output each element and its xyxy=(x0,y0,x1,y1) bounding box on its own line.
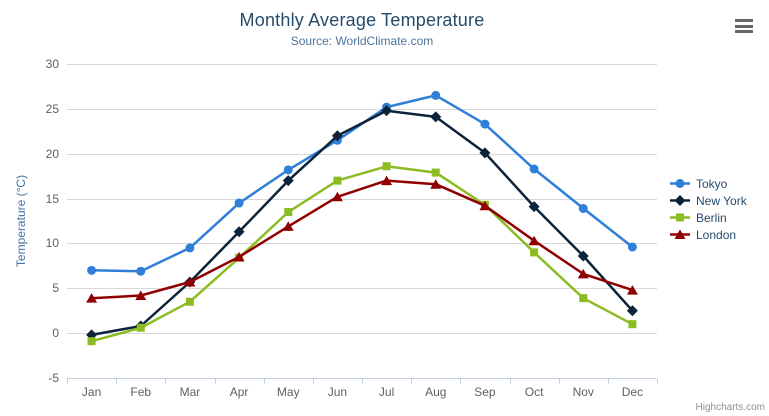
legend-marker-square-icon xyxy=(670,213,690,222)
x-axis-tick-label: Jan xyxy=(82,385,101,399)
data-point-new-york-aug[interactable] xyxy=(430,111,442,123)
legend-label: Berlin xyxy=(696,210,727,225)
highcharts-credit-link[interactable]: Highcharts.com xyxy=(695,402,765,413)
series-line-new-york xyxy=(90,109,634,337)
hamburger-bar-icon xyxy=(735,24,753,28)
data-point-new-york-dec[interactable] xyxy=(626,305,638,317)
data-point-berlin-nov[interactable] xyxy=(579,294,588,303)
x-axis-tick-label: Dec xyxy=(622,385,643,399)
chart-title: Monthly Average Temperature xyxy=(239,10,485,30)
y-axis-tick-label: 0 xyxy=(52,326,59,340)
legend-label: Tokyo xyxy=(696,176,728,191)
data-point-tokyo-dec[interactable] xyxy=(627,242,637,252)
legend-item-tokyo[interactable]: Tokyo xyxy=(669,175,747,192)
x-axis-tick-label: Jul xyxy=(379,385,394,399)
x-axis-tick-label: May xyxy=(277,385,300,399)
data-point-london-may[interactable] xyxy=(282,221,294,231)
y-axis-tick-label: -5 xyxy=(48,371,59,385)
hamburger-bar-icon xyxy=(735,19,753,22)
legend-marker-triangle-icon xyxy=(670,229,690,239)
data-point-new-york-may[interactable] xyxy=(282,175,294,187)
x-axis-tick-label: Feb xyxy=(130,385,151,399)
data-point-tokyo-mar[interactable] xyxy=(185,243,195,253)
data-point-berlin-dec[interactable] xyxy=(628,320,637,329)
data-point-new-york-jun[interactable] xyxy=(331,130,343,142)
data-point-london-feb[interactable] xyxy=(135,290,147,300)
legend-marker-diamond-icon xyxy=(670,195,690,206)
data-point-new-york-apr[interactable] xyxy=(233,226,245,238)
data-point-tokyo-sep[interactable] xyxy=(480,119,490,129)
data-point-berlin-jul[interactable] xyxy=(382,162,391,171)
chart-subtitle: Source: WorldClimate.com xyxy=(290,34,434,48)
data-point-berlin-feb[interactable] xyxy=(136,323,145,332)
y-axis-tick-label: 10 xyxy=(46,236,60,250)
data-point-london-oct[interactable] xyxy=(528,235,540,246)
data-point-london-sep[interactable] xyxy=(479,200,491,211)
y-axis-tick-label: 20 xyxy=(46,147,60,161)
data-point-tokyo-nov[interactable] xyxy=(578,203,588,213)
y-axis-tick-label: 30 xyxy=(46,57,60,71)
x-axis-tick-label: Apr xyxy=(230,385,249,399)
data-point-new-york-nov[interactable] xyxy=(577,250,589,262)
data-point-berlin-mar[interactable] xyxy=(185,297,194,306)
y-axis-tick-label: 15 xyxy=(46,192,60,206)
legend-label: New York xyxy=(696,193,747,208)
data-point-tokyo-aug[interactable] xyxy=(431,90,441,100)
y-axis-tick-label: 5 xyxy=(52,281,59,295)
data-point-tokyo-may[interactable] xyxy=(283,165,293,175)
x-axis-tick-label: Oct xyxy=(525,385,544,399)
series-line-tokyo xyxy=(90,94,634,273)
hamburger-bar-icon xyxy=(735,30,753,33)
x-axis-tick-label: Nov xyxy=(573,385,594,399)
x-axis-tick-label: Mar xyxy=(180,385,201,399)
data-point-tokyo-jan[interactable] xyxy=(87,265,97,275)
series-line-london xyxy=(90,179,634,300)
export-menu-button[interactable] xyxy=(735,19,753,33)
data-point-tokyo-apr[interactable] xyxy=(234,198,244,208)
legend-marker-circle-icon xyxy=(670,179,690,188)
legend-item-berlin[interactable]: Berlin xyxy=(669,209,747,226)
data-point-tokyo-oct[interactable] xyxy=(529,164,539,174)
x-axis-tick-label: Sep xyxy=(474,385,496,399)
data-point-london-dec[interactable] xyxy=(626,285,638,295)
data-point-london-apr[interactable] xyxy=(233,251,245,262)
data-point-berlin-oct[interactable] xyxy=(530,248,539,257)
data-point-berlin-may[interactable] xyxy=(284,208,293,217)
data-point-new-york-jul[interactable] xyxy=(381,105,393,117)
legend-item-new-york[interactable]: New York xyxy=(669,192,747,209)
data-point-london-mar[interactable] xyxy=(184,277,196,287)
data-point-london-jun[interactable] xyxy=(331,191,343,202)
y-axis-tick-label: 25 xyxy=(46,102,60,116)
data-point-berlin-jun[interactable] xyxy=(333,176,342,185)
series-line-berlin xyxy=(90,165,634,343)
data-point-london-jul[interactable] xyxy=(381,175,393,186)
data-point-new-york-sep[interactable] xyxy=(479,147,491,159)
data-point-london-nov[interactable] xyxy=(577,268,589,279)
data-point-new-york-oct[interactable] xyxy=(528,201,540,213)
legend-item-london[interactable]: London xyxy=(669,226,747,243)
y-axis-title: Temperature (°C) xyxy=(14,175,28,267)
data-point-berlin-aug[interactable] xyxy=(431,168,440,177)
legend-label: London xyxy=(696,227,737,242)
data-point-berlin-jan[interactable] xyxy=(87,337,96,346)
x-axis-tick-label: Jun xyxy=(328,385,347,399)
legend: Tokyo New York Berlin London xyxy=(669,175,747,243)
data-point-london-jan[interactable] xyxy=(86,293,98,303)
x-axis-tick-label: Aug xyxy=(425,385,446,399)
data-point-london-aug[interactable] xyxy=(430,179,442,189)
data-point-tokyo-feb[interactable] xyxy=(136,266,146,276)
